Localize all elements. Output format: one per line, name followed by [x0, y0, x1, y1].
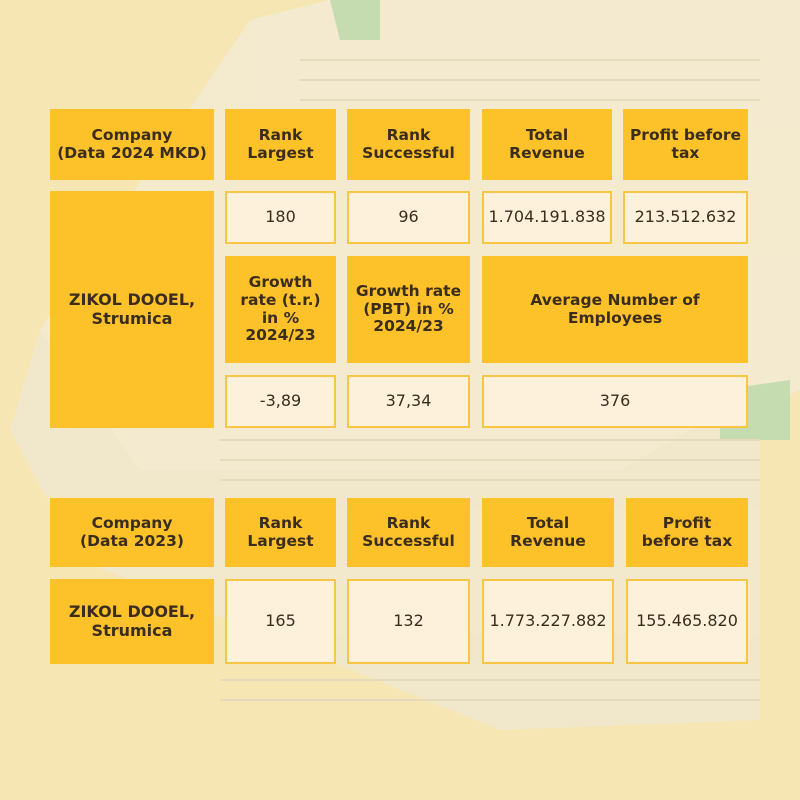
value-total-revenue-2024: 1.704.191.838 [482, 191, 612, 244]
header-rank-largest-2024: Rank Largest [225, 109, 336, 180]
value-rank-largest-2023: 165 [225, 579, 336, 664]
value-rank-successful-2024: 96 [347, 191, 470, 244]
header-rank-largest-2023: Rank Largest [225, 498, 336, 567]
header-rank-successful-2024: Rank Successful [347, 109, 470, 180]
header-growth-tr-2024: Growth rate (t.r.) in % 2024/23 [225, 256, 336, 363]
header-total-revenue-2023: Total Revenue [482, 498, 614, 567]
header-total-revenue-2024: Total Revenue [482, 109, 612, 180]
value-profit-before-tax-2024: 213.512.632 [623, 191, 748, 244]
header-profit-before-tax-2023: Profit before tax [626, 498, 748, 567]
header-growth-pbt-2024: Growth rate (PBT) in % 2024/23 [347, 256, 470, 363]
value-total-revenue-2023: 1.773.227.882 [482, 579, 614, 664]
value-rank-largest-2024: 180 [225, 191, 336, 244]
value-profit-before-tax-2023: 155.465.820 [626, 579, 748, 664]
company-name-2023: ZIKOL DOOEL, Strumica [50, 579, 214, 664]
header-profit-before-tax-2024: Profit before tax [623, 109, 748, 180]
header-company-2024: Company (Data 2024 MKD) [50, 109, 214, 180]
company-name-2024: ZIKOL DOOEL, Strumica [50, 191, 214, 428]
header-company-2023: Company (Data 2023) [50, 498, 214, 567]
value-growth-pbt-2024: 37,34 [347, 375, 470, 428]
value-avg-employees-2024: 376 [482, 375, 748, 428]
value-rank-successful-2023: 132 [347, 579, 470, 664]
header-rank-successful-2023: Rank Successful [347, 498, 470, 567]
value-growth-tr-2024: -3,89 [225, 375, 336, 428]
header-avg-employees-2024: Average Number of Employees [482, 256, 748, 363]
